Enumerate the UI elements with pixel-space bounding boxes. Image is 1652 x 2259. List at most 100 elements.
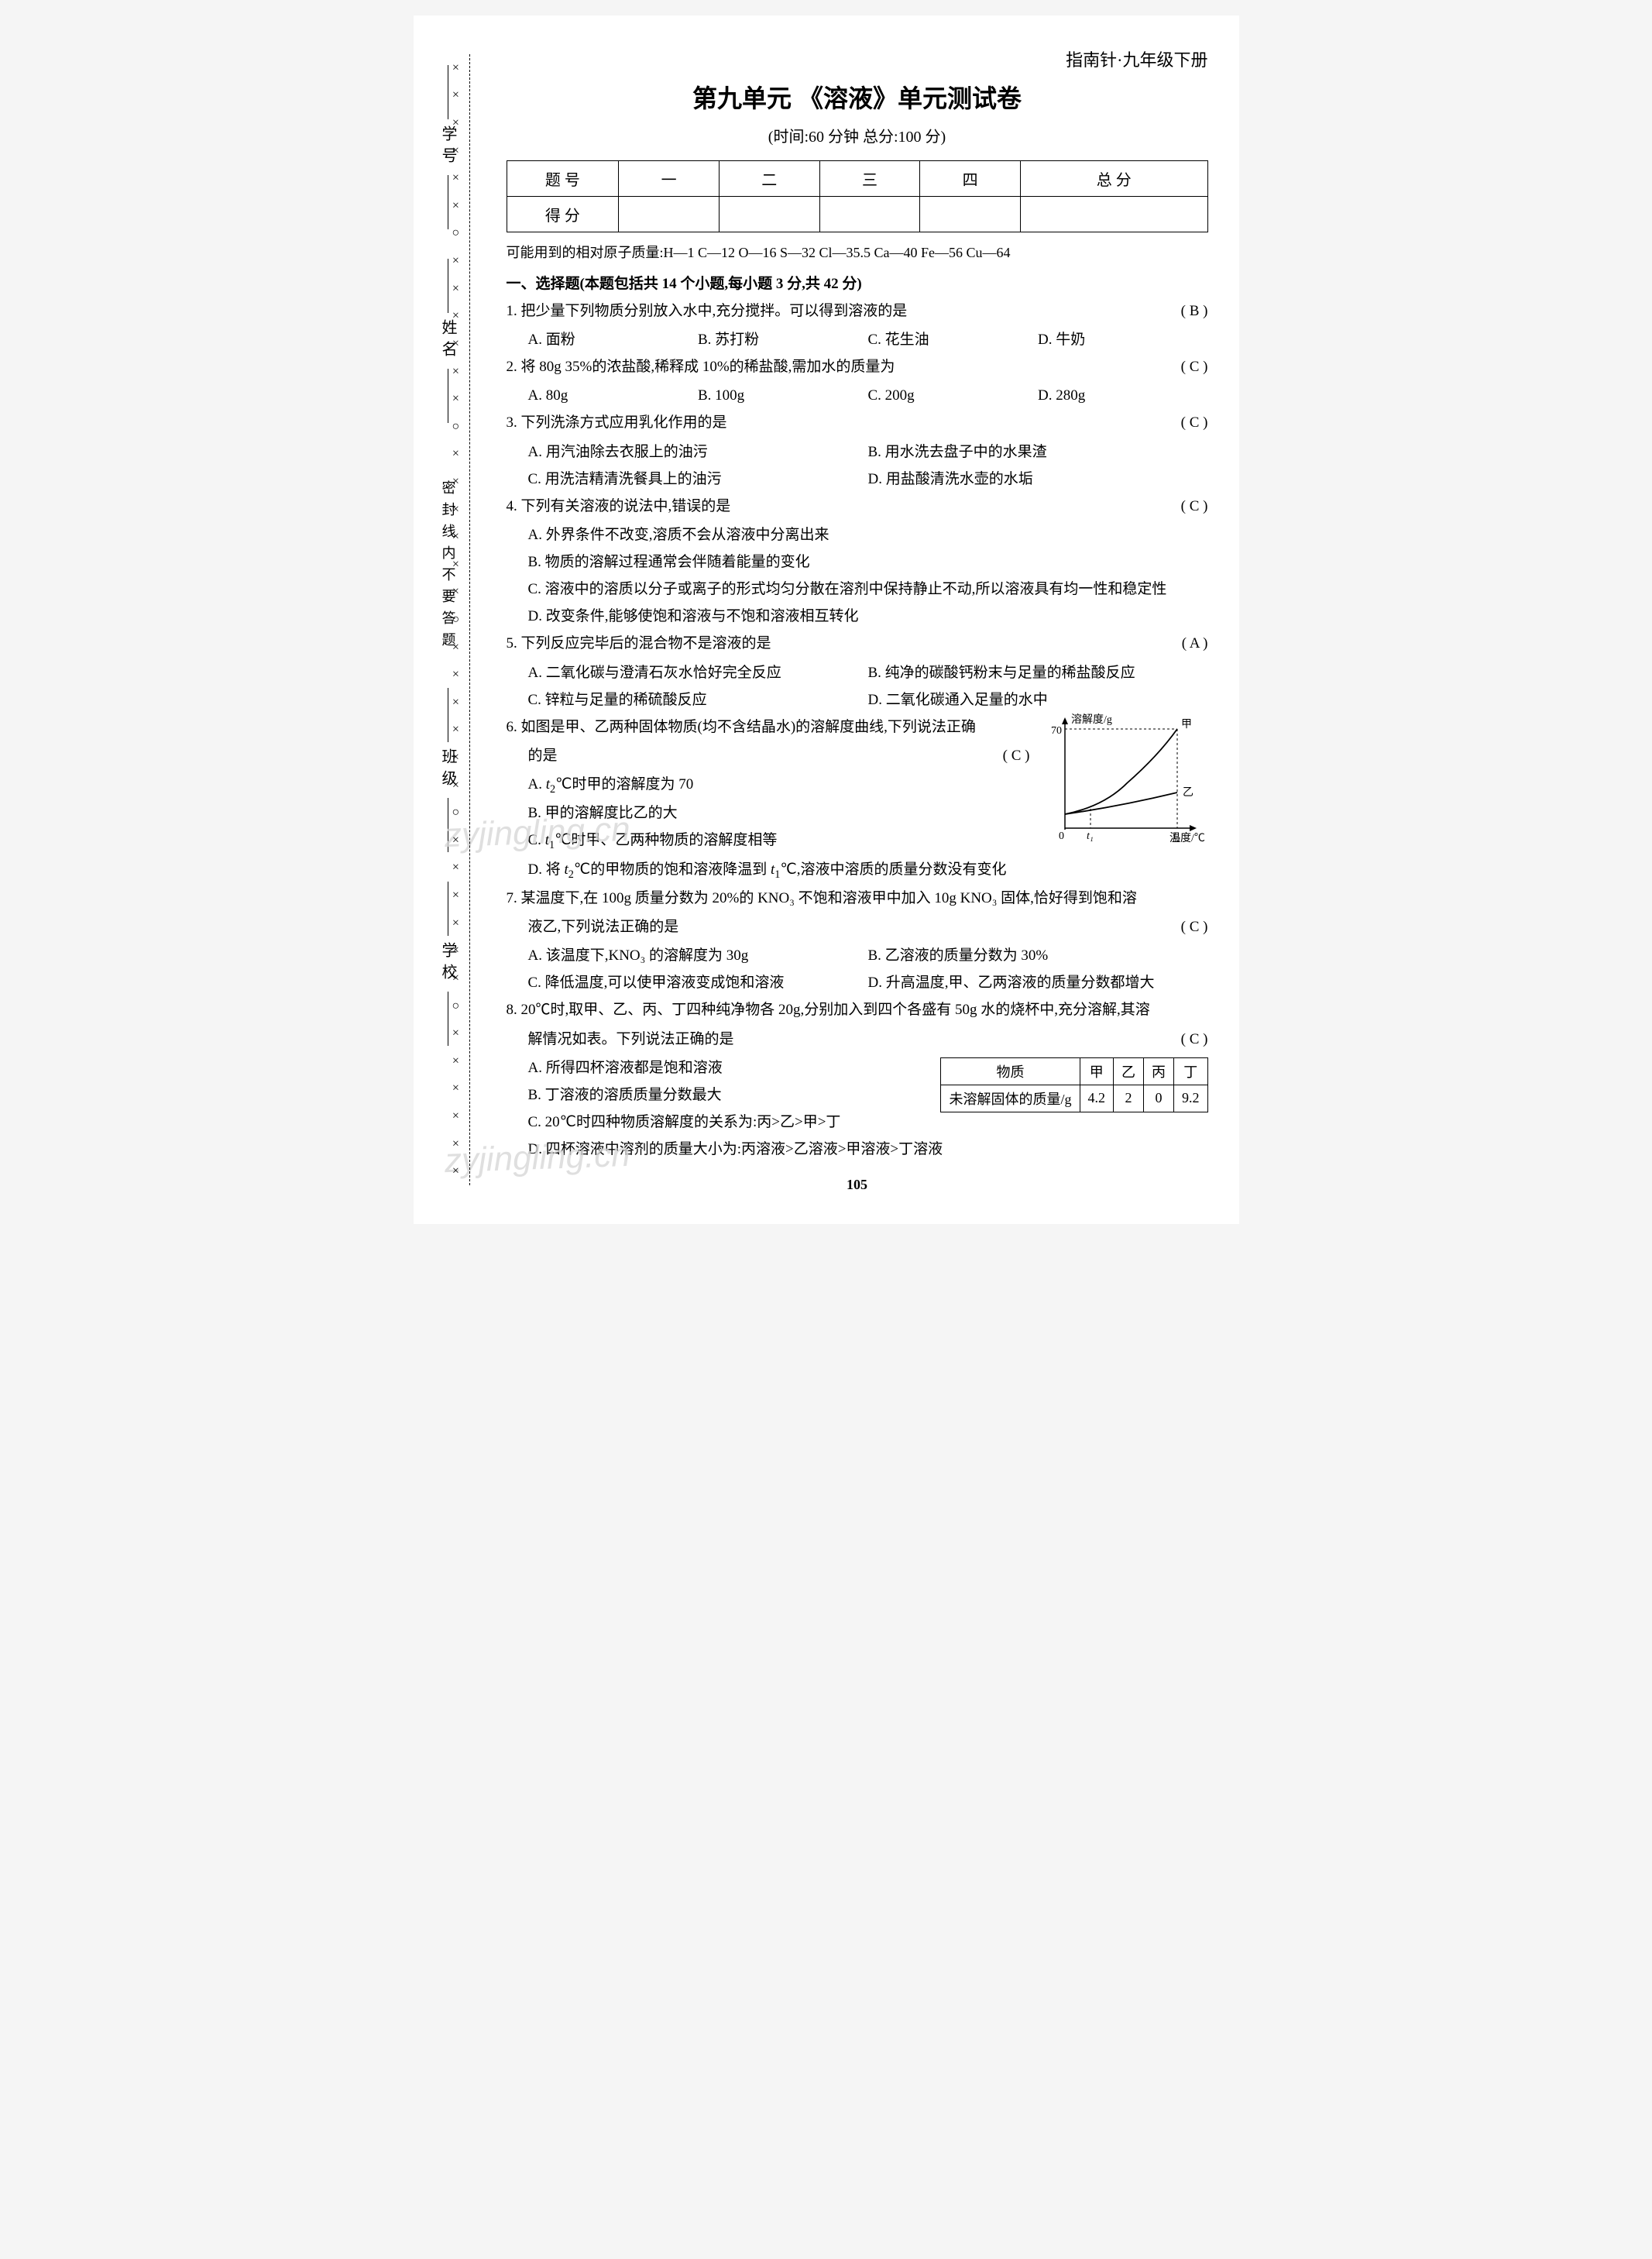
td: 4.2 [1080, 1085, 1114, 1112]
score-th: 总 分 [1020, 161, 1207, 197]
opt: C. 20℃时四种物质溶解度的关系为:丙>乙>甲>丁 [528, 1109, 1208, 1136]
q2-stem: 2. 将 80g 35%的浓盐酸,稀释成 10%的稀盐酸,需加水的质量为 [507, 353, 1208, 380]
opt: C. 用洗洁精清洗餐具上的油污 [528, 466, 868, 493]
opt: D. 用盐酸清洗水壶的水垢 [868, 466, 1208, 493]
opt: A. 二氧化碳与澄清石灰水恰好完全反应 [528, 659, 868, 686]
opt: C. 锌粒与足量的稀硫酸反应 [528, 686, 868, 713]
opt: C. 200g [868, 382, 1039, 409]
th: 甲 [1080, 1057, 1114, 1085]
opt: D. 二氧化碳通入足量的水中 [868, 686, 1208, 713]
q7-stem-b: 液乙,下列说法正确的是 [528, 919, 679, 935]
svg-text:t₁: t₁ [1087, 830, 1094, 842]
page-number: 105 [507, 1177, 1208, 1193]
opt: B. 苏打粉 [698, 326, 868, 353]
svg-text:乙: 乙 [1183, 786, 1193, 799]
svg-text:溶解度/g: 溶解度/g [1071, 713, 1112, 726]
opt: D. 四杯溶液中溶剂的质量大小为:丙溶液>乙溶液>甲溶液>丁溶液 [528, 1136, 1208, 1163]
opt: B. 纯净的碳酸钙粉末与足量的稀盐酸反应 [868, 659, 1208, 686]
q1-options: A. 面粉 B. 苏打粉 C. 花生油 D. 牛奶 [507, 326, 1208, 353]
q7: 7. 某温度下,在 100g 质量分数为 20%的 KNO₃ 不饱和溶液甲中加入… [507, 885, 1208, 912]
q6-options: A. t2℃时甲的溶解度为 70 B. 甲的溶解度比乙的大 C. t1℃时甲、乙… [507, 771, 1030, 885]
q1: 1. 把少量下列物质分别放入水中,充分搅拌。可以得到溶液的是 ( B ) [507, 297, 1208, 325]
q3-answer: ( C ) [1181, 409, 1208, 436]
svg-text:t₂: t₂ [1173, 830, 1180, 842]
opt: A. t2℃时甲的溶解度为 70 [528, 771, 1030, 799]
score-th: 题 号 [507, 161, 619, 197]
score-th: 三 [819, 161, 920, 197]
opt: B. 甲的溶解度比乙的大 [528, 799, 1030, 827]
q1-answer: ( B ) [1181, 297, 1208, 325]
q5-options: A. 二氧化碳与澄清石灰水恰好完全反应 B. 纯净的碳酸钙粉末与足量的稀盐酸反应… [507, 659, 1208, 713]
q4-options: A. 外界条件不改变,溶质不会从溶液中分离出来 B. 物质的溶解过程通常会伴随着… [507, 521, 1208, 631]
opt: B. 物质的溶解过程通常会伴随着能量的变化 [528, 548, 1208, 576]
td: 2 [1114, 1085, 1144, 1112]
q3: 3. 下列洗涤方式应用乳化作用的是 ( C ) [507, 409, 1208, 436]
q7-stem-a: 7. 某温度下,在 100g 质量分数为 20%的 KNO₃ 不饱和溶液甲中加入… [507, 885, 1208, 912]
score-row-label: 得 分 [507, 197, 619, 232]
opt: B. 乙溶液的质量分数为 30% [868, 942, 1208, 969]
exam-subtitle: (时间:60 分钟 总分:100 分) [507, 124, 1208, 146]
score-cell [819, 197, 920, 232]
score-cell [920, 197, 1021, 232]
q5-answer: ( A ) [1182, 630, 1208, 657]
opt: D. 将 t2℃的甲物质的饱和溶液降温到 t1℃,溶液中溶质的质量分数没有变化 [528, 856, 1030, 885]
q2: 2. 将 80g 35%的浓盐酸,稀释成 10%的稀盐酸,需加水的质量为 ( C… [507, 353, 1208, 380]
q4: 4. 下列有关溶液的说法中,错误的是 ( C ) [507, 493, 1208, 520]
opt: C. 溶液中的溶质以分子或离子的形式均匀分散在溶剂中保持静止不动,所以溶液具有均… [528, 576, 1208, 603]
q1-stem: 1. 把少量下列物质分别放入水中,充分搅拌。可以得到溶液的是 [507, 297, 1208, 325]
opt: A. 80g [528, 382, 699, 409]
atomic-mass: 可能用到的相对原子质量:H—1 C—12 O—16 S—32 Cl—35.5 C… [507, 242, 1208, 264]
opt: A. 外界条件不改变,溶质不会从溶液中分离出来 [528, 521, 1208, 548]
opt: D. 升高温度,甲、乙两溶液的质量分数都增大 [868, 969, 1208, 996]
opt: C. 降低温度,可以使甲溶液变成饱和溶液 [528, 969, 868, 996]
page: zyjingling.cn zyjingling.cn 学号 姓名 密封线内不要… [414, 15, 1239, 1224]
td: 0 [1144, 1085, 1174, 1112]
td: 未溶解固体的质量/g [941, 1085, 1080, 1112]
opt: A. 该温度下,KNO₃ 的溶解度为 30g [528, 942, 868, 969]
score-table: 题 号 一 二 三 四 总 分 得 分 [507, 160, 1208, 232]
q8-stem-a: 8. 20℃时,取甲、乙、丙、丁四种纯净物各 20g,分别加入到四个各盛有 50… [507, 996, 1208, 1023]
th: 丁 [1174, 1057, 1208, 1085]
opt: D. 280g [1038, 382, 1208, 409]
score-th: 二 [719, 161, 819, 197]
exam-title: 第九单元 《溶液》单元测试卷 [507, 79, 1208, 115]
th: 物质 [941, 1057, 1080, 1085]
th: 乙 [1114, 1057, 1144, 1085]
q2-options: A. 80g B. 100g C. 200g D. 280g [507, 382, 1208, 409]
svg-text:70: 70 [1051, 725, 1062, 737]
opt: C. 花生油 [868, 326, 1039, 353]
q2-answer: ( C ) [1181, 353, 1208, 380]
q8-table: 物质 甲 乙 丙 丁 未溶解固体的质量/g 4.2 2 0 9.2 [940, 1057, 1207, 1112]
q6-stem-a: 6. 如图是甲、乙两种固体物质(均不含结晶水)的溶解度曲线,下列说法正确 [507, 713, 1030, 741]
q5: 5. 下列反应完毕后的混合物不是溶液的是 ( A ) [507, 630, 1208, 657]
binding-margin: 学号 姓名 密封线内不要答题 班级 学校 [421, 46, 476, 1193]
series-header: 指南针·九年级下册 [507, 46, 1208, 71]
opt: A. 面粉 [528, 326, 699, 353]
score-cell [619, 197, 720, 232]
opt: B. 100g [698, 382, 868, 409]
q4-answer: ( C ) [1181, 493, 1208, 520]
opt: D. 牛奶 [1038, 326, 1208, 353]
svg-text:0: 0 [1059, 830, 1064, 842]
score-cell [719, 197, 819, 232]
q4-stem: 4. 下列有关溶液的说法中,错误的是 [507, 493, 1208, 520]
q3-options: A. 用汽油除去衣服上的油污 B. 用水洗去盘子中的水果渣 C. 用洗洁精清洗餐… [507, 438, 1208, 493]
opt: A. 用汽油除去衣服上的油污 [528, 438, 868, 466]
td: 9.2 [1174, 1085, 1208, 1112]
q6-stem-b: 的是 [528, 748, 558, 764]
opt: C. t1℃时甲、乙两种物质的溶解度相等 [528, 827, 1030, 855]
svg-text:甲: 甲 [1181, 719, 1192, 731]
q6-answer: ( C ) [1003, 742, 1030, 769]
q5-stem: 5. 下列反应完毕后的混合物不是溶液的是 [507, 630, 1208, 657]
fold-marks: ×××××× ○ ×××××× ○ ×××××× ○ ×××××× ○ ××××… [452, 54, 460, 1185]
opt: D. 改变条件,能够使饱和溶液与不饱和溶液相互转化 [528, 603, 1208, 630]
q8-stem-b: 解情况如表。下列说法正确的是 [528, 1031, 734, 1047]
q3-stem: 3. 下列洗涤方式应用乳化作用的是 [507, 409, 1208, 436]
opt: B. 用水洗去盘子中的水果渣 [868, 438, 1208, 466]
section-1-head: 一、选择题(本题包括共 14 个小题,每小题 3 分,共 42 分) [507, 272, 1208, 293]
score-th: 一 [619, 161, 720, 197]
q7-options: A. 该温度下,KNO₃ 的溶解度为 30g B. 乙溶液的质量分数为 30% … [507, 942, 1208, 996]
solubility-chart: 溶解度/g 温度/℃ 70 0 t₁ t₂ 甲 乙 [1038, 713, 1208, 845]
th: 丙 [1144, 1057, 1174, 1085]
score-cell [1020, 197, 1207, 232]
